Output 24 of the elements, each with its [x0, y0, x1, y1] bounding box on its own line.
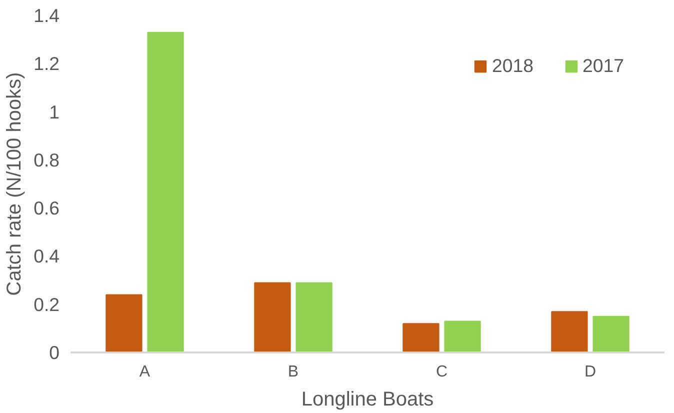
- bar: [551, 311, 588, 352]
- y-tick-label: 1.2: [34, 53, 60, 74]
- x-axis-title: Longline Boats: [301, 388, 434, 410]
- y-tick-label: 0: [49, 342, 60, 363]
- y-tick-label: 1.4: [34, 5, 60, 26]
- bar: [296, 282, 332, 352]
- x-tick-label: A: [139, 364, 150, 380]
- legend-label: 2018: [492, 55, 534, 77]
- bar: [402, 323, 440, 352]
- y-axis-title: Catch rate (N/100 hooks): [4, 72, 26, 296]
- y-tick-label: 0.2: [34, 294, 60, 315]
- bar: [147, 32, 184, 352]
- y-tick-label: 0.8: [34, 149, 60, 170]
- y-tick-label: 0.6: [34, 198, 60, 219]
- x-tick-label: B: [288, 364, 299, 380]
- bar: [444, 320, 481, 352]
- x-tick-label: C: [436, 364, 448, 380]
- y-tick-label: 0.4: [34, 246, 60, 267]
- bar: [106, 294, 142, 352]
- x-tick-label: D: [584, 364, 596, 380]
- y-tick-label: 1: [49, 101, 60, 122]
- bar: [254, 282, 291, 352]
- legend-label: 2017: [582, 55, 624, 77]
- bar: [592, 316, 630, 352]
